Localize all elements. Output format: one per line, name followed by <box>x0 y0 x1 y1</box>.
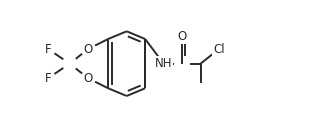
Text: O: O <box>84 72 93 85</box>
Text: F: F <box>45 42 51 55</box>
Text: O: O <box>84 42 93 55</box>
Text: F: F <box>45 72 51 85</box>
Text: O: O <box>178 30 187 43</box>
Text: NH: NH <box>155 57 172 70</box>
Text: Cl: Cl <box>213 42 225 55</box>
